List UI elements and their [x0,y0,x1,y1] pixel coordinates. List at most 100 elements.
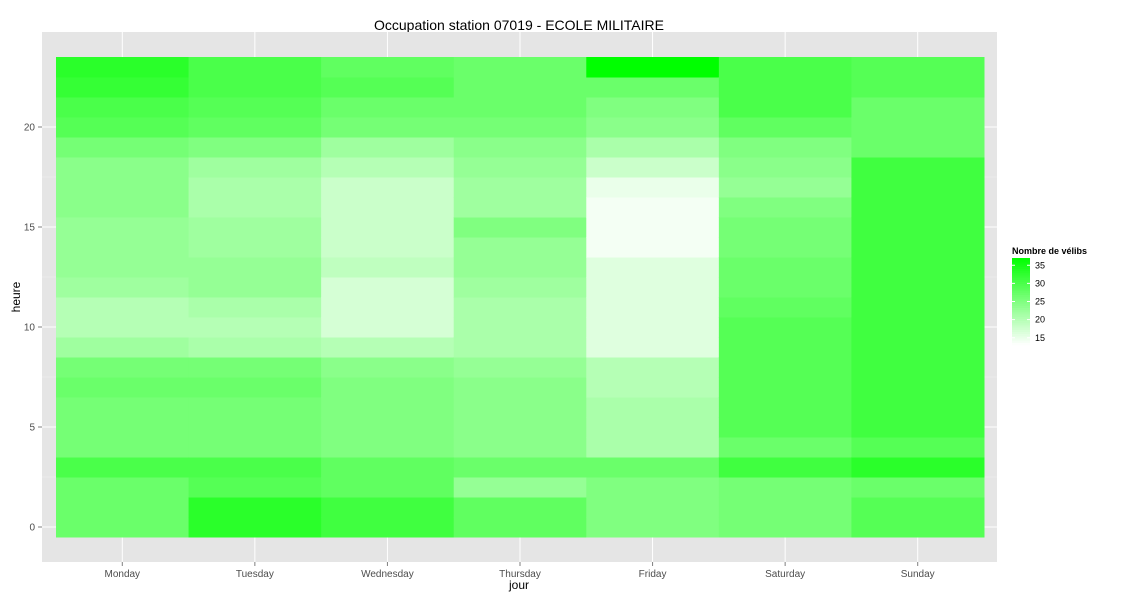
y-tick-label: 0 [29,523,35,534]
heatmap-cell [851,517,985,538]
legend-colorbar-segment [1012,299,1030,302]
heatmap-cell [851,317,985,338]
heatmap-cell [56,437,190,458]
legend-colorbar-segment [1012,318,1030,322]
heatmap-cell [851,117,985,138]
legend-colorbar-segment [1012,275,1030,279]
heatmap-cell [718,97,852,118]
legend-colorbar-segment [1012,338,1030,342]
heatmap-cell [586,377,720,398]
heatmap-cell [718,237,852,258]
heatmap-cell [718,137,852,158]
heatmap-cell [586,397,720,418]
heatmap-cell [188,157,322,178]
legend-colorbar-segment [1012,260,1030,263]
heatmap-cell [188,397,322,418]
heatmap-cell [56,477,190,498]
x-tick-label: Friday [639,569,667,580]
y-tick-label: 10 [24,323,36,334]
heatmap-cell [718,157,852,178]
heatmap-cell [586,417,720,438]
heatmap-cell [188,77,322,98]
heatmap-cell [321,517,455,538]
legend-colorbar-segment [1012,266,1030,270]
heatmap-cell [188,57,322,78]
heatmap-cell [718,437,852,458]
legend-colorbar-segment [1012,292,1030,296]
heatmap-cell [56,97,190,118]
heatmap-cell [718,477,852,498]
heatmap-cell [453,97,587,118]
heatmap-cell [56,297,190,318]
heatmap-cell [851,137,985,158]
legend-colorbar-segment [1012,301,1030,305]
heatmap-cell [718,117,852,138]
heatmap-cell [718,257,852,278]
heatmap-cell [56,77,190,98]
heatmap-cell [453,497,587,518]
heatmap-cell [586,137,720,158]
heatmap-cell [321,377,455,398]
heatmap-cell [851,277,985,298]
heatmap-cell [851,217,985,238]
heatmap-cell [56,137,190,158]
heatmap-cell [586,257,720,278]
heatmap-cell [586,157,720,178]
heatmap-cell [321,157,455,178]
heatmap-cell [56,237,190,258]
legend-colorbar-segment [1012,258,1030,261]
legend-colorbar-segment [1012,310,1030,313]
y-axis-title: heure [9,281,23,312]
heatmap-cell [718,417,852,438]
chart-title: Occupation station 07019 - ECOLE MILITAI… [374,17,664,33]
x-axis-title: jour [508,578,529,592]
heatmap-cell [718,57,852,78]
x-tick-label: Tuesday [236,569,274,580]
legend-colorbar-segment [1012,273,1030,276]
legend-colorbar-segment [1012,290,1030,294]
heatmap-cell [718,357,852,378]
heatmap-cell [586,477,720,498]
legend: Nombre de vélibs 15 20 25 30 35 [1012,246,1087,346]
heatmap-cell [453,457,587,478]
heatmap-cell [718,217,852,238]
heatmap-cell [321,397,455,418]
heatmap-cell [586,457,720,478]
heatmap-cell [56,397,190,418]
heatmap-cell [188,377,322,398]
heatmap-cell [188,237,322,258]
heatmap-cell [851,417,985,438]
legend-colorbar-segment [1012,294,1030,298]
heatmap-cell [321,237,455,258]
heatmap-cell [851,197,985,218]
legend-colorbar-segment [1012,284,1030,287]
heatmap-cell [321,477,455,498]
heatmap-cell [188,477,322,498]
legend-colorbar-segment [1012,342,1030,346]
heatmap-cell [851,437,985,458]
legend-colorbar-segment [1012,329,1030,333]
heatmap-cell [188,517,322,538]
heatmap-cell [586,337,720,358]
heatmap-cell [188,137,322,158]
heatmap-cell [453,517,587,538]
heatmap-cell [586,217,720,238]
heatmap-cell [56,277,190,298]
heatmap-cell [453,277,587,298]
legend-tick-label: 30 [1035,278,1045,288]
legend-colorbar-segment [1012,340,1030,344]
heatmap-cell [188,317,322,338]
heatmap-cell [453,257,587,278]
heatmap-cell [453,137,587,158]
heatmap-cell [718,197,852,218]
heatmap-cell [586,437,720,458]
heatmap-cell [851,57,985,78]
legend-tick-label: 20 [1035,315,1045,325]
y-axis: 0 5 10 15 20 [24,123,42,534]
heatmap-cell [453,157,587,178]
heatmap-cell [718,297,852,318]
heatmap-cell [851,237,985,258]
legend-colorbar-segment [1012,262,1030,266]
legend-tick-label: 25 [1035,297,1045,307]
legend-colorbar-segment [1012,325,1030,329]
